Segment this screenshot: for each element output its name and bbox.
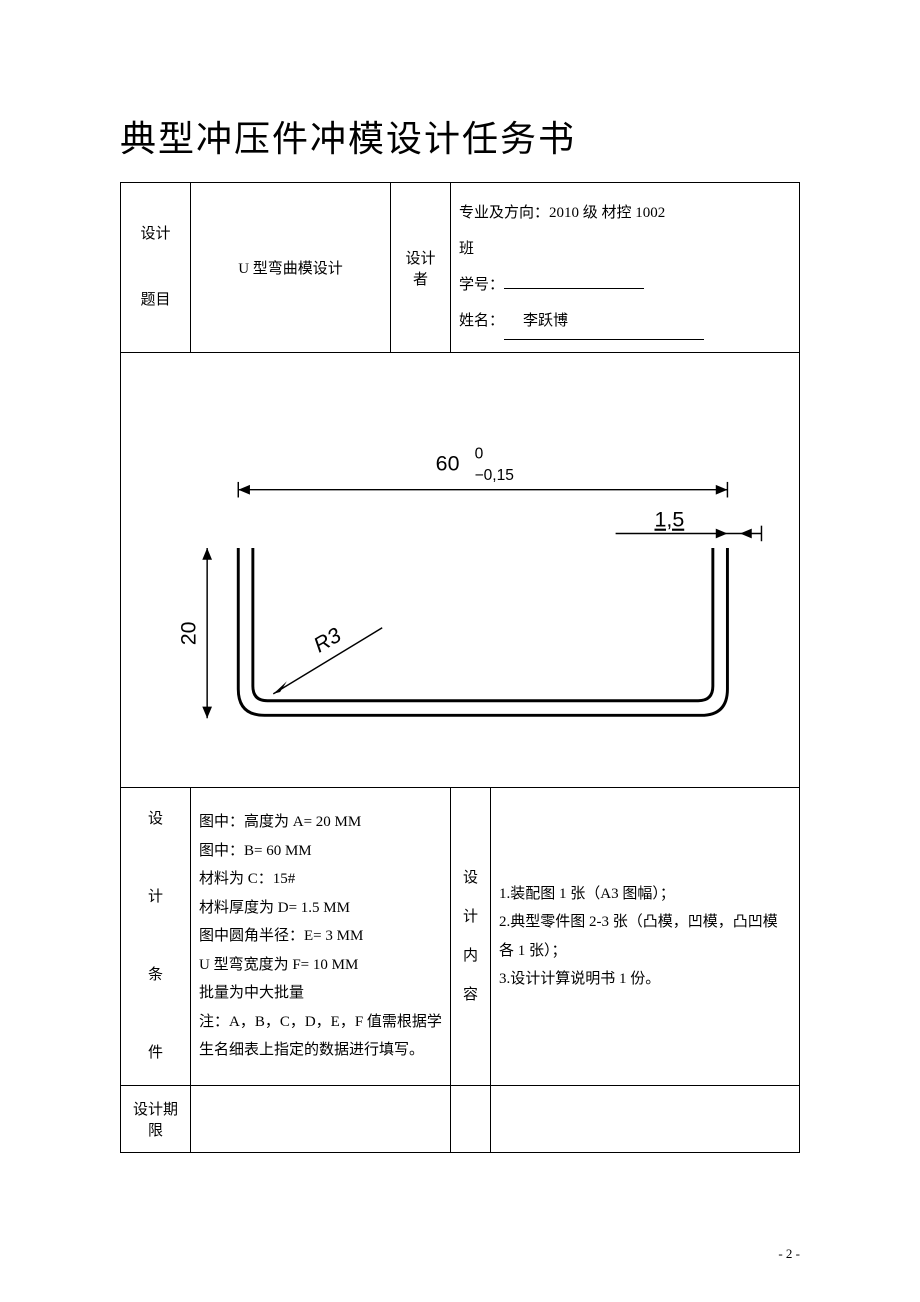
period-extra1 (451, 1086, 491, 1153)
designer-label: 设计者 (391, 183, 451, 353)
document-title: 典型冲压件冲模设计任务书 (120, 110, 800, 162)
content-line: 1.装配图 1 张（A3 图幅）； (499, 880, 791, 909)
period-label: 设计期限 (121, 1086, 191, 1153)
diagram-cell: 60 0 −0,15 1,5 20 (121, 353, 800, 788)
period-extra2 (491, 1086, 800, 1153)
radius-label: R3 (309, 623, 345, 658)
designer-info: 专业及方向：2010 级 材控 1002 班 学号： 姓名： 李跃博 (451, 183, 800, 353)
major-value: 2010 级 材控 1002 (549, 205, 665, 221)
conditions-label: 设 计 条 件 (121, 788, 191, 1086)
cond-line: 图中：高度为 A= 20 MM (199, 808, 442, 837)
cond-line: 图中圆角半径：E= 3 MM (199, 922, 442, 951)
content-line: 3.设计计算说明书 1 份。 (499, 965, 791, 994)
width-dim-text: 60 (436, 451, 460, 475)
student-id-label: 学号： (459, 277, 504, 293)
task-table: 设计 题目 U 型弯曲模设计 设计者 专业及方向：2010 级 材控 1002 … (120, 182, 800, 1153)
period-value (191, 1086, 451, 1153)
student-id-field (504, 288, 644, 289)
cond-line: 注：A，B，C，D，E，F 值需根据学生名细表上指定的数据进行填写。 (199, 1008, 442, 1065)
content-line: 2.典型零件图 2-3 张（凸模，凹模，凸凹模各 1 张）； (499, 908, 791, 965)
cond-line: 材料厚度为 D= 1.5 MM (199, 894, 442, 923)
cond-line: 批量为中大批量 (199, 979, 442, 1008)
cond-line: U 型弯宽度为 F= 10 MM (199, 951, 442, 980)
design-topic-label: 设计 题目 (121, 183, 191, 353)
page-number: - 2 - (778, 1246, 800, 1262)
design-topic-value: U 型弯曲模设计 (191, 183, 391, 353)
thickness-dim-text: 1,5 (655, 508, 685, 532)
width-tol-upper: 0 (475, 446, 484, 463)
conditions-cell: 图中：高度为 A= 20 MM 图中：B= 60 MM 材料为 C：15# 材料… (191, 788, 451, 1086)
width-tol-lower: −0,15 (475, 467, 514, 484)
major-label: 专业及方向： (459, 205, 549, 221)
contents-label: 设 计 内 容 (451, 788, 491, 1086)
u-bend-diagram: 60 0 −0,15 1,5 20 (141, 373, 779, 762)
height-dim-text: 20 (176, 621, 200, 645)
name-field: 李跃博 (504, 303, 704, 340)
class-label: 班 (459, 231, 789, 267)
name-label: 姓名： (459, 313, 504, 329)
cond-line: 图中：B= 60 MM (199, 837, 442, 866)
contents-cell: 1.装配图 1 张（A3 图幅）； 2.典型零件图 2-3 张（凸模，凹模，凸凹… (491, 788, 800, 1086)
cond-line: 材料为 C：15# (199, 865, 442, 894)
